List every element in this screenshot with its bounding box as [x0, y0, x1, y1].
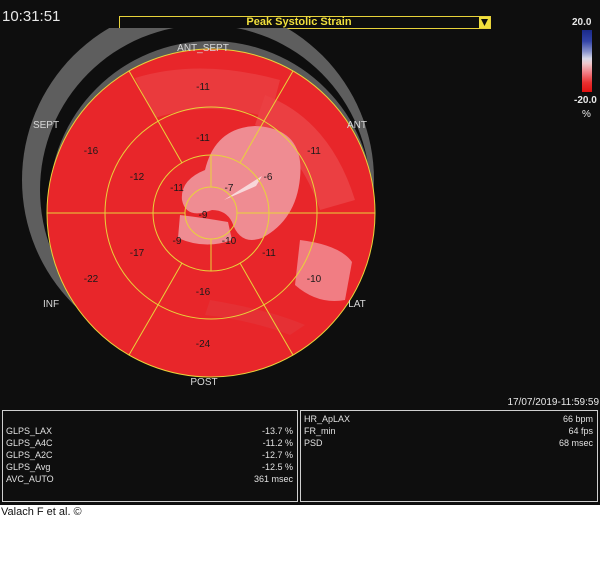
light-region: [178, 215, 232, 245]
segment-value: -11: [196, 82, 210, 93]
measurement-key: PSD: [304, 438, 323, 448]
light-patch: [255, 95, 355, 210]
segment-value: -11: [262, 248, 276, 259]
measurement-key: GLPS_LAX: [6, 426, 53, 436]
measurement-value: -12.5 %: [261, 462, 293, 472]
segment-grid: [46, 48, 376, 378]
measurement-value: 64 fps: [568, 426, 593, 436]
measurement-panel-left: GLPS_LAX -13.7 % GLPS_A4C -11.2 % GLPS_A…: [2, 410, 298, 502]
clock: 10:31:51: [2, 8, 61, 25]
measurement-value: -11.2 %: [262, 438, 293, 448]
echo-display: 10:31:51 Peak Systolic Strain 20.0 -20.0…: [0, 0, 600, 505]
segment-value: -16: [84, 146, 99, 157]
segment-value: -10: [307, 274, 322, 285]
measurement-value: -13.7 %: [261, 426, 293, 436]
mode-dropdown-value: Peak Systolic Strain: [246, 16, 352, 28]
segment-value: -10: [222, 236, 237, 247]
apex-value: -9: [199, 210, 208, 221]
measurement-key: GLPS_Avg: [6, 462, 51, 472]
light-patch: [205, 300, 305, 335]
wall-label-ant-sept: ANT_SEPT: [177, 43, 229, 54]
segment-value: -6: [264, 172, 273, 183]
colorscale-bar: [582, 30, 592, 92]
measurement-row: FR_min 64 fps: [304, 426, 593, 438]
wall-label-sept: SEPT: [33, 120, 59, 131]
measurement-value: 68 msec: [558, 438, 593, 448]
timestamp: 17/07/2019-11:59:59: [507, 397, 599, 408]
measurement-value: -12.7 %: [261, 450, 293, 460]
chevron-down-icon[interactable]: [478, 17, 490, 28]
light-region: [181, 126, 301, 240]
segment-value: -22: [84, 274, 99, 285]
segment-value: -12: [130, 172, 145, 183]
segment-value: -11: [170, 183, 184, 194]
wall-label-ant: ANT: [347, 120, 367, 131]
measurement-panel-right: HR_ApLAX 66 bpm FR_min 64 fps PSD 68 mse…: [300, 410, 598, 502]
measurement-row: GLPS_LAX -13.7 %: [6, 426, 293, 438]
segment-value: -11: [307, 146, 321, 157]
measurement-key: HR_ApLAX: [304, 414, 351, 424]
wall-label-inf: INF: [43, 299, 59, 310]
segment-value: -17: [130, 248, 145, 259]
measurement-row: GLPS_A4C -11.2 %: [6, 438, 293, 450]
measurement-key: FR_min: [304, 426, 336, 436]
colorscale-min: -20.0: [574, 95, 597, 106]
measurement-key: GLPS_A2C: [6, 450, 53, 460]
measurement-row: GLPS_Avg -12.5 %: [6, 462, 293, 474]
wall-label-lat: LAT: [348, 299, 366, 310]
measurement-key: AVC_AUTO: [6, 474, 54, 484]
segment-value: -9: [173, 236, 182, 247]
segment-value: -24: [196, 339, 211, 350]
bullseye-plot: ANT_SEPT ANT LAT POST INF SEPT -11 -11 -…: [22, 28, 376, 388]
light-patch: [295, 240, 352, 301]
measurement-value: 361 msec: [253, 474, 293, 484]
measurement-row: PSD 68 msec: [304, 438, 593, 450]
measurement-row: AVC_AUTO 361 msec: [6, 474, 293, 486]
measurement-row: HR_ApLAX 66 bpm: [304, 414, 593, 426]
segment-value: -11: [196, 133, 210, 144]
light-streak: [224, 176, 262, 200]
measurement-value: 66 bpm: [562, 414, 593, 424]
wall-label-post: POST: [190, 377, 217, 388]
colorscale-unit: %: [582, 109, 591, 120]
mode-dropdown[interactable]: Peak Systolic Strain: [119, 16, 491, 29]
measurement-key: GLPS_A4C: [6, 438, 53, 448]
segment-value: -16: [196, 287, 211, 298]
colorscale-max: 20.0: [572, 17, 592, 28]
figure-credit: Valach F et al. ©: [1, 506, 82, 518]
measurement-row: GLPS_A2C -12.7 %: [6, 450, 293, 462]
light-patch: [135, 68, 280, 118]
segment-value: -7: [225, 183, 234, 194]
